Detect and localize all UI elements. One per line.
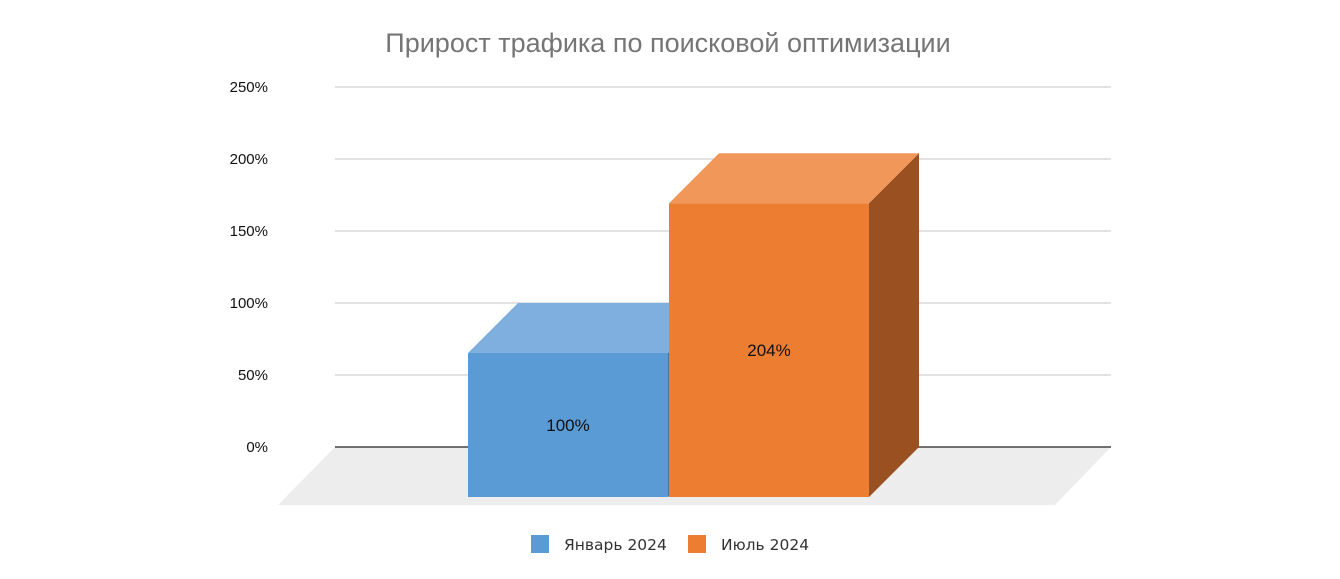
data-label: 204% [747, 341, 790, 360]
bar-side [869, 153, 919, 498]
y-tick-label: 0% [246, 439, 268, 456]
bar-top [468, 303, 718, 353]
legend-item: Январь 2024 [531, 535, 667, 554]
y-tick-label: 200% [230, 151, 268, 168]
y-tick-label: 50% [238, 367, 268, 384]
y-tick-label: 150% [230, 223, 268, 240]
bar-top [669, 153, 919, 204]
legend-swatch [531, 535, 549, 553]
legend-label: Январь 2024 [564, 536, 667, 554]
chart-title: Прирост трафика по поисковой оптимизации [385, 28, 950, 58]
legend-item: Июль 2024 [688, 535, 809, 554]
bar-front [669, 203, 869, 498]
data-label: 100% [546, 416, 589, 435]
y-tick-label: 250% [230, 79, 268, 96]
y-tick-label: 100% [230, 295, 268, 312]
bar-2: 204% [669, 153, 919, 498]
legend-label: Июль 2024 [721, 536, 809, 554]
bar-front [468, 353, 668, 497]
legend-swatch [688, 535, 706, 553]
